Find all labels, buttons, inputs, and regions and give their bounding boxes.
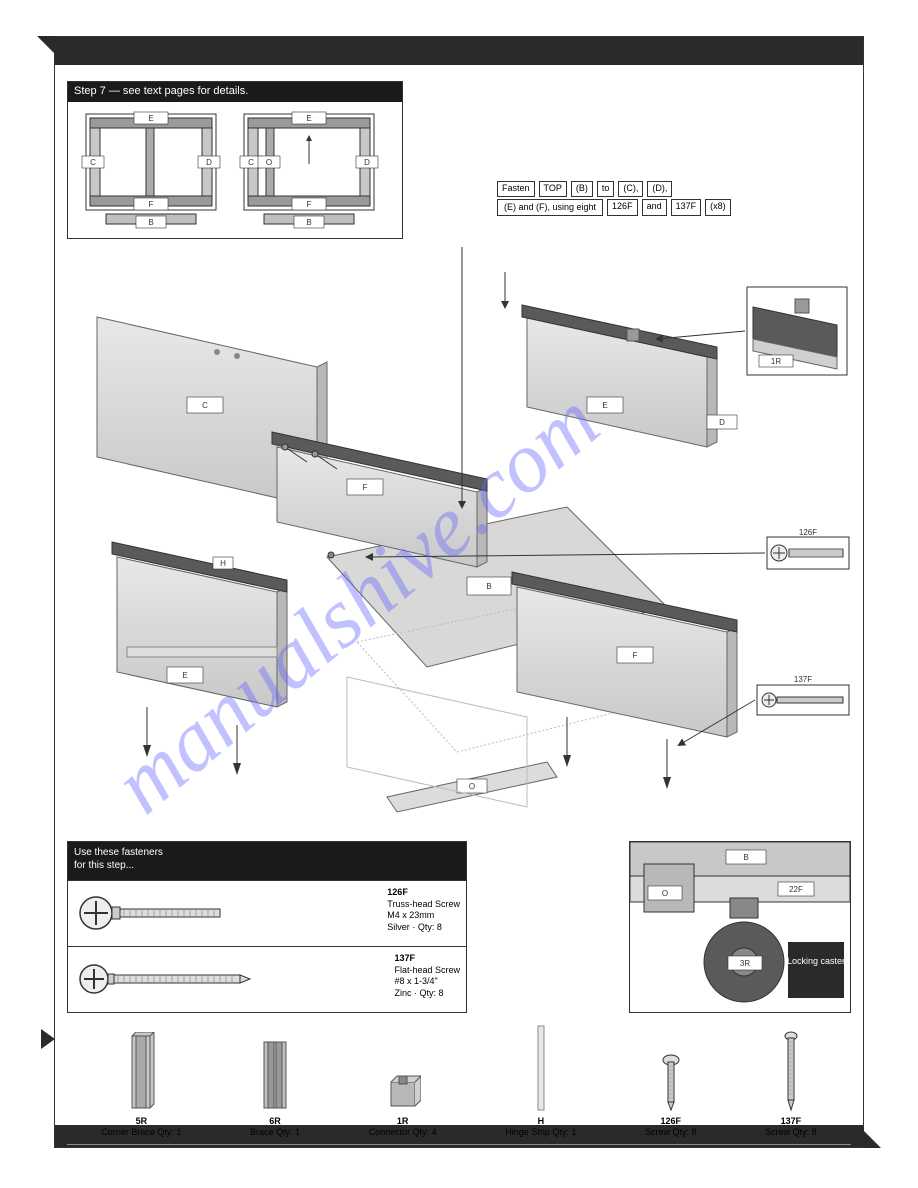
svg-text:D: D xyxy=(364,158,370,167)
part-item: 5RCorner Brace Qty: 1 xyxy=(101,1022,181,1138)
instr-box: and xyxy=(642,199,667,217)
svg-text:H: H xyxy=(220,559,226,568)
svg-text:B: B xyxy=(148,218,153,227)
parts-list: 5RCorner Brace Qty: 1 6RBrace Qty: 1 1RC… xyxy=(67,1033,851,1145)
svg-text:D: D xyxy=(206,158,212,167)
svg-text:O: O xyxy=(469,782,475,791)
instr-box: (x8) xyxy=(705,199,731,217)
instr-box: 137F xyxy=(671,199,702,217)
fastener-title: Use these fasteners for this step... xyxy=(68,842,466,880)
instr-box: (B) xyxy=(571,181,593,197)
corner-br-icon xyxy=(863,1130,881,1148)
svg-text:D: D xyxy=(719,418,725,427)
svg-text:3R: 3R xyxy=(740,959,750,968)
svg-text:F: F xyxy=(149,200,154,209)
instr-box: 126F xyxy=(607,199,638,217)
top-bar xyxy=(55,37,863,65)
svg-text:O: O xyxy=(266,158,272,167)
svg-text:C: C xyxy=(248,158,254,167)
svg-text:C: C xyxy=(90,158,96,167)
step-reference-diagram: E F C D B E F C xyxy=(68,102,402,238)
exploded-diagram: B C E xyxy=(67,247,853,827)
svg-text:22F: 22F xyxy=(789,885,803,894)
svg-text:B: B xyxy=(743,853,748,862)
detail-caster-panel: Locking caster B O 22F 3R xyxy=(629,841,851,1013)
part-item: 137FScrew Qty: 8 xyxy=(765,1022,817,1138)
svg-text:O: O xyxy=(662,889,668,898)
instr-box: (D), xyxy=(647,181,672,197)
svg-text:C: C xyxy=(202,401,208,410)
svg-text:E: E xyxy=(148,114,153,123)
arrow-left-icon xyxy=(41,1029,55,1049)
svg-text:B: B xyxy=(306,218,311,227)
fastener-row: 137F Flat-head Screw #8 x 1-3/4" Zinc · … xyxy=(68,946,466,1012)
instr-box: Fasten xyxy=(497,181,535,197)
instr-box: TOP xyxy=(539,181,567,197)
svg-text:E: E xyxy=(306,114,311,123)
instr-box: (E) and (F), using eight xyxy=(497,199,603,217)
svg-text:137F: 137F xyxy=(794,675,812,684)
step-panel: Step 7 — see text pages for details. E F… xyxy=(67,81,403,239)
svg-text:126F: 126F xyxy=(799,528,817,537)
step-title: Step 7 — see text pages for details. xyxy=(68,82,402,102)
svg-text:B: B xyxy=(486,582,491,591)
fastener-row: 126F Truss-head Screw M4 x 23mm Silver ·… xyxy=(68,880,466,946)
svg-text:F: F xyxy=(307,200,312,209)
part-item: 6RBrace Qty: 1 xyxy=(250,1022,300,1138)
svg-text:1R: 1R xyxy=(771,357,781,366)
instr-box: (C), xyxy=(618,181,643,197)
part-item: 126FScrew Qty: 8 xyxy=(645,1022,697,1138)
instruction-text: Fasten TOP (B) to (C), (D), (E) and (F),… xyxy=(497,181,731,218)
corner-tl-icon xyxy=(37,36,55,54)
svg-text:F: F xyxy=(363,483,368,492)
svg-text:E: E xyxy=(602,401,607,410)
fastener-panel: Use these fasteners for this step... xyxy=(67,841,467,1013)
part-item: 1RConnector Qty: 4 xyxy=(369,1022,437,1138)
svg-text:Locking caster: Locking caster xyxy=(787,956,845,966)
instr-box: to xyxy=(597,181,615,197)
part-item: HHinge Strip Qty: 1 xyxy=(505,1022,576,1138)
svg-text:F: F xyxy=(633,651,638,660)
svg-text:E: E xyxy=(182,671,187,680)
